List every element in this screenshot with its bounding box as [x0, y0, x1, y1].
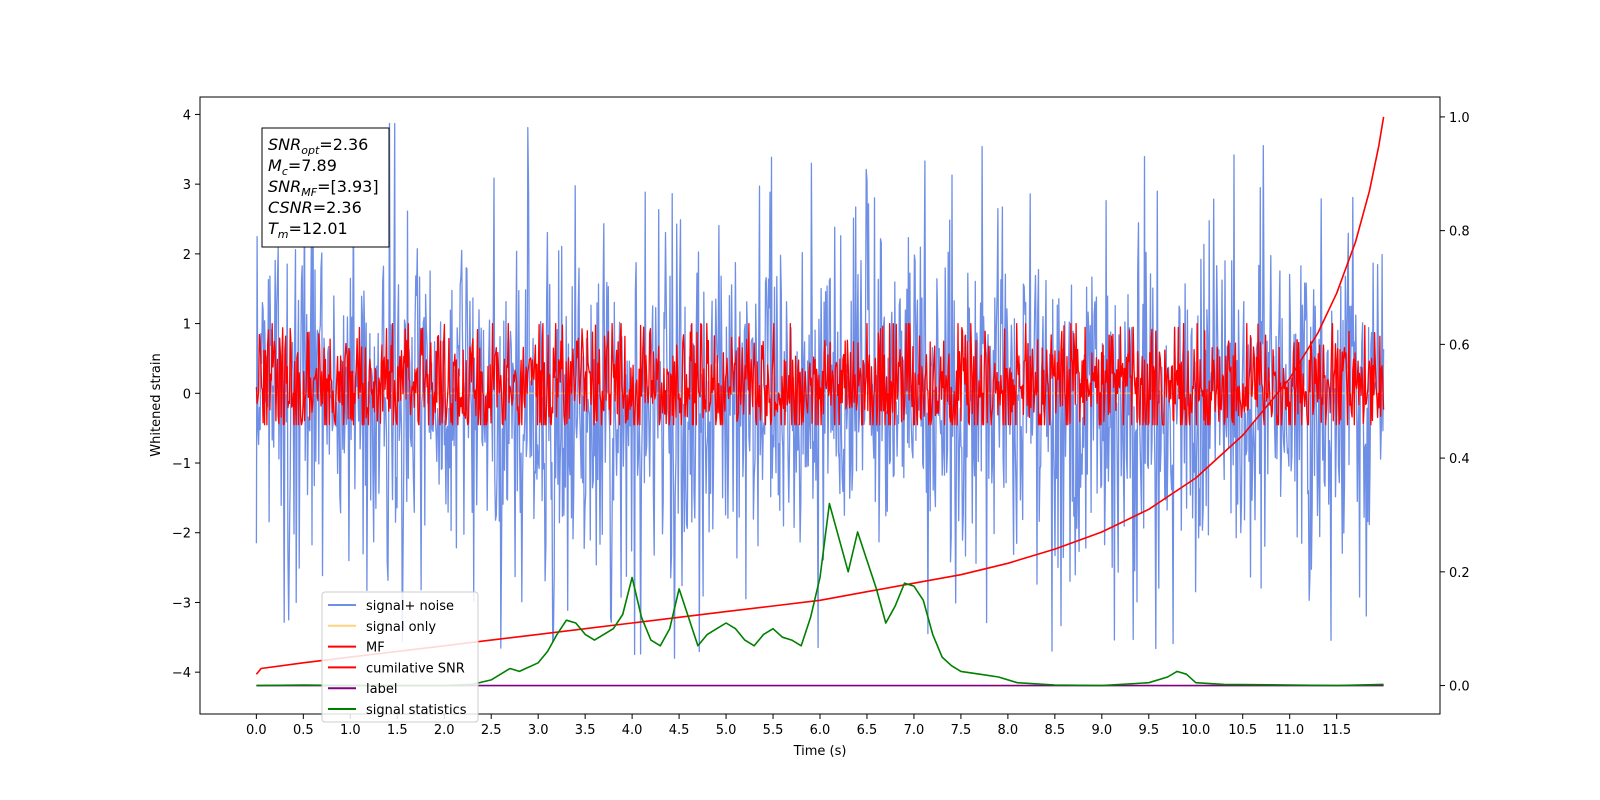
x-tick-label: 1.0 [340, 723, 361, 738]
x-tick-label: 1.5 [387, 723, 408, 738]
x-tick-label: 7.0 [904, 723, 925, 738]
x-tick-label: 11.5 [1322, 723, 1351, 738]
y-tick-label: 3 [183, 178, 191, 193]
y-tick-label: 1 [183, 318, 191, 333]
x-tick-label: 6.0 [810, 723, 831, 738]
annotation-box: SNRopt=2.36Mc=7.89SNRMF=[3.93]CSNR=2.36T… [262, 128, 389, 247]
annotation-line: Mc=7.89 [268, 156, 337, 178]
y-tick-label: 2 [183, 248, 191, 263]
x-tick-label: 4.0 [622, 723, 643, 738]
x-tick-label: 4.5 [669, 723, 690, 738]
y2-tick-label: 0.6 [1449, 338, 1470, 353]
x-tick-label: 5.0 [716, 723, 737, 738]
x-tick-label: 7.5 [951, 723, 972, 738]
x-tick-label: 8.5 [1045, 723, 1066, 738]
y2-tick-label: 0.8 [1449, 225, 1470, 240]
x-tick-label: 10.5 [1228, 723, 1257, 738]
x-tick-label: 8.0 [998, 723, 1019, 738]
x-axis-label: Time (s) [793, 744, 847, 759]
y-tick-label: 4 [183, 108, 191, 123]
x-tick-label: 5.5 [763, 723, 784, 738]
legend-label-label: label [366, 682, 397, 697]
annotation-line: CSNR=2.36 [268, 198, 362, 217]
x-tick-label: 2.5 [481, 723, 502, 738]
annotation-line: SNRMF=[3.93] [268, 177, 379, 199]
x-tick-label: 9.0 [1091, 723, 1112, 738]
x-tick-label: 2.0 [434, 723, 455, 738]
legend-label-mf: MF [366, 641, 385, 656]
y-tick-label: −2 [172, 527, 191, 542]
y2-tick-label: 0.4 [1449, 452, 1470, 467]
x-tick-label: 3.0 [528, 723, 549, 738]
legend: signal+ noise signal only MF cumilative SNR… [322, 592, 478, 722]
legend-label-cumilative-snr: cumilative SNR [366, 661, 465, 676]
legend-label-signal-noise: signal+ noise [366, 599, 454, 614]
x-tick-label: 10.0 [1181, 723, 1210, 738]
y-axis-label: Whitened strain [149, 353, 164, 456]
y-tick-label: −1 [172, 457, 191, 472]
legend-label-signal-only: signal only [366, 620, 436, 635]
y-tick-label: −4 [172, 666, 191, 681]
y2-tick-label: 0.2 [1449, 566, 1470, 581]
x-tick-label: 3.5 [575, 723, 596, 738]
legend-label-signal-statistics: signal statistics [366, 703, 467, 718]
y2-tick-label: 0.0 [1449, 680, 1470, 695]
y-tick-label: 0 [183, 387, 191, 402]
x-tick-label: 0.5 [293, 723, 314, 738]
x-tick-label: 11.0 [1275, 723, 1304, 738]
y-tick-label: −3 [172, 596, 191, 611]
x-tick-label: 6.5 [857, 723, 878, 738]
x-tick-label: 0.0 [246, 723, 267, 738]
x-tick-label: 9.5 [1138, 723, 1159, 738]
y2-tick-label: 1.0 [1449, 111, 1470, 126]
